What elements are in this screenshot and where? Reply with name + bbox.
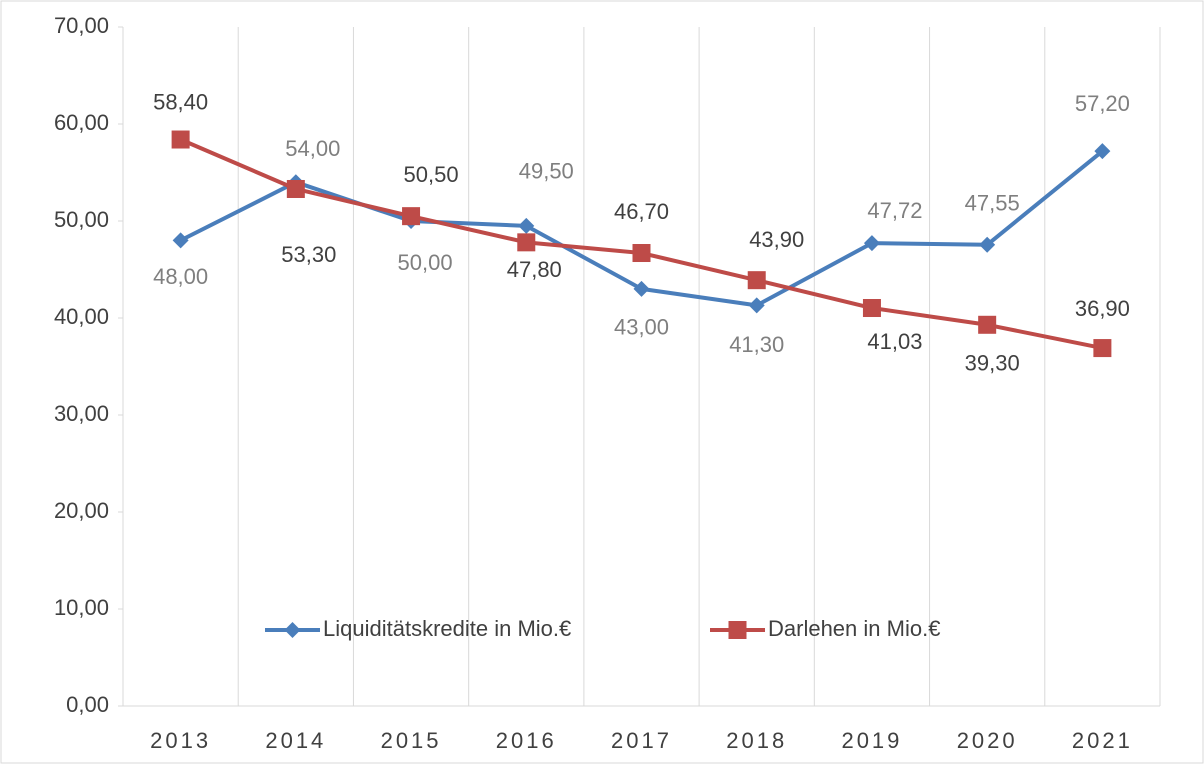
y-tick-label: 50,00 [54, 207, 109, 232]
data-label: 47,80 [507, 257, 562, 282]
y-tick-label: 40,00 [54, 304, 109, 329]
data-label: 57,20 [1075, 91, 1130, 116]
point [517, 233, 536, 252]
y-tick-label: 70,00 [54, 13, 109, 38]
point [632, 244, 651, 263]
y-tick-label: 0,00 [66, 692, 109, 717]
point [862, 299, 881, 318]
point [863, 235, 880, 252]
x-tick-label: 2021 [1072, 728, 1133, 753]
x-tick-label: 2017 [611, 728, 672, 753]
data-label: 58,40 [153, 89, 208, 114]
data-label: 43,00 [614, 315, 669, 340]
data-label: 36,90 [1075, 296, 1130, 321]
data-label: 50,50 [404, 162, 459, 187]
data-label: 46,70 [614, 199, 669, 224]
x-tick-label: 2014 [265, 728, 326, 753]
point [1094, 143, 1111, 160]
point [1093, 339, 1112, 358]
data-label: 48,00 [153, 264, 208, 289]
data-label: 43,90 [749, 227, 804, 252]
x-tick-label: 2015 [381, 728, 442, 753]
data-label: 49,50 [519, 159, 574, 184]
point [633, 280, 650, 297]
point [286, 179, 305, 198]
data-label: 47,55 [965, 191, 1020, 216]
x-tick-label: 2020 [957, 728, 1018, 753]
point [518, 217, 535, 234]
point [979, 236, 996, 253]
legend-label: Liquiditätskredite in Mio.€ [323, 616, 571, 641]
point [747, 271, 766, 290]
x-tick-label: 2016 [496, 728, 557, 753]
data-label: 53,30 [281, 242, 336, 267]
legend-label: Darlehen in Mio.€ [768, 616, 940, 641]
x-tick-label: 2019 [841, 728, 902, 753]
data-label: 54,00 [285, 136, 340, 161]
point [402, 207, 421, 226]
point [171, 130, 190, 149]
data-label: 41,03 [867, 329, 922, 354]
x-tick-label: 2018 [726, 728, 787, 753]
point [748, 297, 765, 314]
data-label: 39,30 [965, 351, 1020, 376]
y-tick-label: 10,00 [54, 595, 109, 620]
y-tick-label: 20,00 [54, 498, 109, 523]
y-tick-label: 30,00 [54, 401, 109, 426]
y-tick-label: 60,00 [54, 110, 109, 135]
data-label: 50,00 [398, 250, 453, 275]
point [172, 232, 189, 249]
point [284, 622, 301, 638]
point [728, 621, 747, 639]
point [978, 315, 997, 334]
data-label: 47,72 [867, 198, 922, 223]
x-tick-label: 2013 [150, 728, 211, 753]
data-label: 41,30 [729, 332, 784, 357]
